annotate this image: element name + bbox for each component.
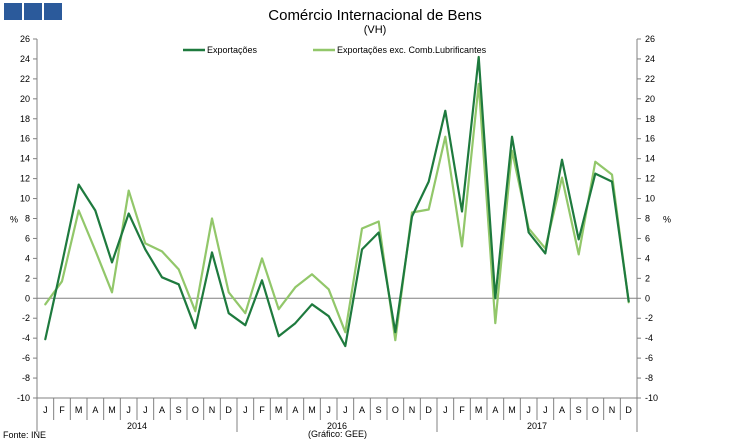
x-tick-label: F [59,405,65,415]
x-tick-label: A [292,405,298,415]
x-tick-label: D [625,405,632,415]
chart-title: Comércio Internacional de Bens [268,7,482,24]
year-label-2016: 2016 [327,421,347,431]
y-tick-label-left: 24 [20,54,30,64]
y-tick-label-right: -8 [645,373,653,383]
year-label-2014: 2014 [127,421,147,431]
x-tick-label: S [576,405,582,415]
x-tick-label: S [376,405,382,415]
y-tick-label-right: 4 [645,253,650,263]
x-tick-label: M [75,405,83,415]
x-tick-label: O [592,405,599,415]
x-tick-label: A [92,405,98,415]
y-tick-label-left: -8 [22,373,30,383]
x-tick-label: J [143,405,148,415]
y-tick-label-left: 8 [25,214,30,224]
y-tick-label-left: 0 [25,293,30,303]
x-tick-label: A [359,405,365,415]
x-tick-label: F [459,405,465,415]
x-tick-label: J [526,405,531,415]
y-tick-label-left: 26 [20,34,30,44]
y-tick-label-left: 18 [20,114,30,124]
x-tick-label: A [559,405,565,415]
y-tick-label-left: 12 [20,174,30,184]
x-tick-label: J [443,405,448,415]
x-tick-label: F [259,405,265,415]
x-tick-label: A [492,405,498,415]
y-tick-label-left: 14 [20,154,30,164]
x-tick-label: O [392,405,399,415]
y-tick-label-right: 16 [645,134,655,144]
y-tick-label-left: 6 [25,233,30,243]
x-tick-label: J [43,405,48,415]
x-tick-label: J [126,405,131,415]
x-tick-label: J [543,405,548,415]
source-note: Fonte: INE [3,430,47,440]
y-tick-label-left: 20 [20,94,30,104]
x-tick-label: M [508,405,516,415]
series-line-1 [44,82,630,342]
x-tick-label: A [159,405,165,415]
series-line-0 [44,55,630,348]
y-axis-label-left: % [10,214,18,224]
legend-label-1: Exportações exc. Comb.Lubrificantes [337,45,487,55]
y-tick-label-right: -10 [645,393,658,403]
y-tick-label-right: 14 [645,154,655,164]
y-tick-label-right: 18 [645,114,655,124]
x-tick-label: J [343,405,348,415]
logo-square-3 [44,3,62,20]
x-tick-label: N [409,405,416,415]
y-tick-label-right: 12 [645,174,655,184]
x-tick-label: M [108,405,116,415]
x-tick-label: S [176,405,182,415]
y-tick-label-left: 16 [20,134,30,144]
chart-credit: (Gráfico: GEE) [308,429,368,439]
y-tick-label-right: 6 [645,233,650,243]
year-label-2017: 2017 [527,421,547,431]
y-tick-label-left: -10 [17,393,30,403]
x-tick-label: M [275,405,283,415]
x-tick-label: D [425,405,432,415]
legend-label-0: Exportações [207,45,258,55]
logo-square-2 [24,3,42,20]
chart-subtitle: (VH) [363,24,387,36]
y-tick-label-left: 4 [25,253,30,263]
x-tick-label: N [609,405,616,415]
y-tick-label-left: -6 [22,353,30,363]
y-tick-label-right: -6 [645,353,653,363]
y-tick-label-right: 0 [645,293,650,303]
x-tick-label: J [243,405,248,415]
x-tick-label: O [192,405,199,415]
x-tick-label: N [209,405,216,415]
y-tick-label-right: 10 [645,194,655,204]
y-tick-label-left: 10 [20,194,30,204]
x-tick-label: J [326,405,331,415]
x-tick-label: D [225,405,232,415]
y-tick-label-right: 20 [645,94,655,104]
y-tick-label-right: 24 [645,54,655,64]
y-tick-label-right: -4 [645,333,653,343]
y-axis-label-right: % [663,214,671,224]
y-tick-label-right: 2 [645,273,650,283]
y-tick-label-right: 22 [645,74,655,84]
y-tick-label-left: 2 [25,273,30,283]
y-tick-label-right: 26 [645,34,655,44]
y-tick-label-left: 22 [20,74,30,84]
y-tick-label-left: -2 [22,313,30,323]
y-tick-label-left: -4 [22,333,30,343]
y-tick-label-right: -2 [645,313,653,323]
x-tick-label: M [475,405,483,415]
x-tick-label: M [308,405,316,415]
logo-square-1 [4,3,22,20]
y-tick-label-right: 8 [645,214,650,224]
